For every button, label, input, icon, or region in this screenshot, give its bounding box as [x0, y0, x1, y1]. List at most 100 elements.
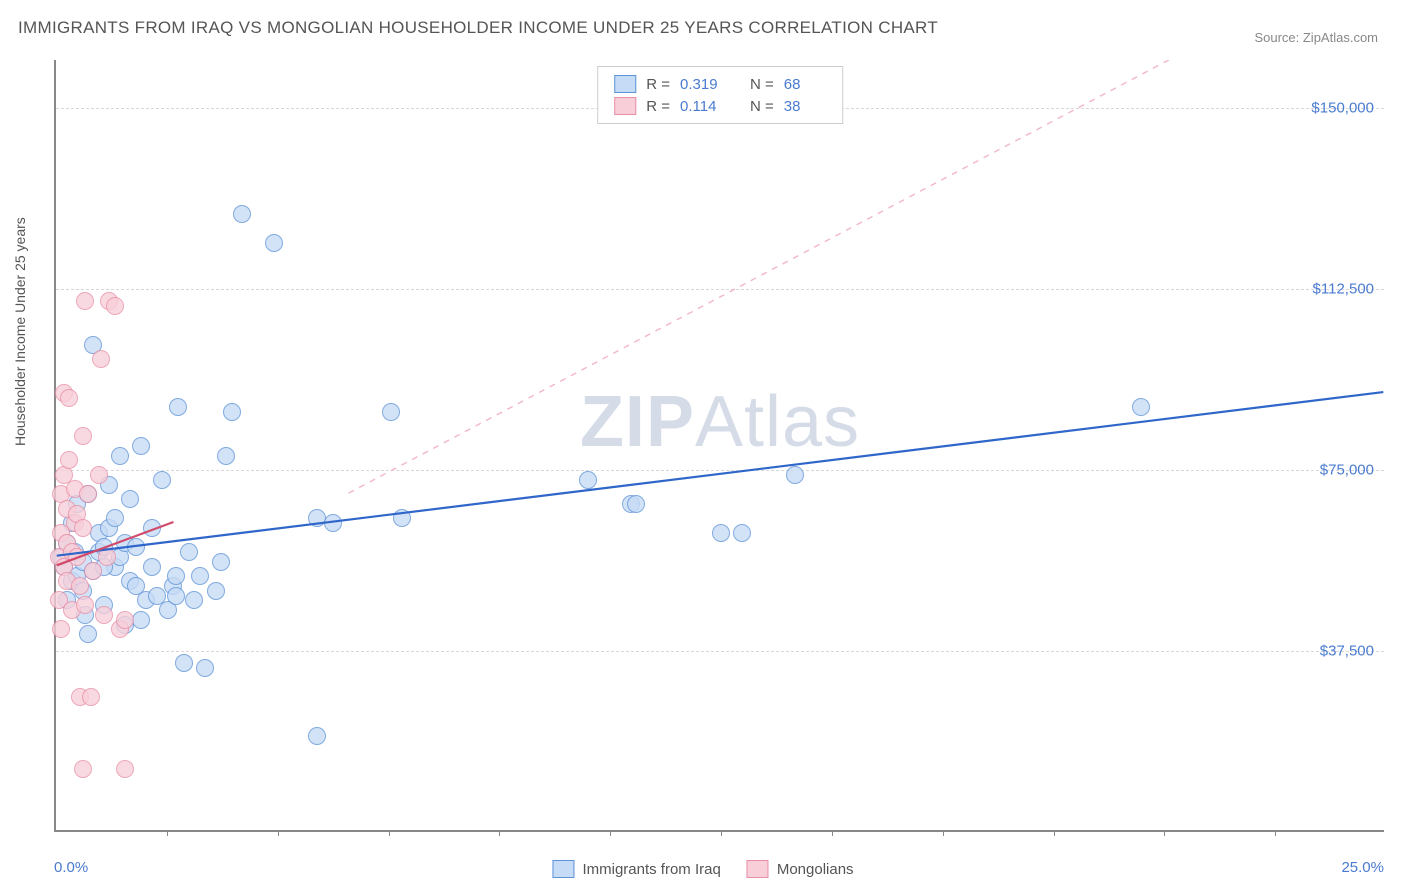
data-point-iraq — [79, 625, 97, 643]
data-point-mongolians — [106, 297, 124, 315]
data-point-mongolians — [116, 611, 134, 629]
data-point-iraq — [132, 437, 150, 455]
data-point-iraq — [733, 524, 751, 542]
legend-label: Mongolians — [777, 861, 854, 878]
data-point-iraq — [127, 538, 145, 556]
data-point-mongolians — [82, 688, 100, 706]
data-point-mongolians — [60, 389, 78, 407]
data-point-iraq — [207, 582, 225, 600]
gridline — [56, 651, 1384, 652]
data-point-iraq — [1132, 398, 1150, 416]
x-tick — [1275, 830, 1276, 836]
data-point-mongolians — [71, 577, 89, 595]
data-point-iraq — [143, 558, 161, 576]
data-point-iraq — [265, 234, 283, 252]
data-point-iraq — [233, 205, 251, 223]
data-point-iraq — [111, 447, 129, 465]
data-point-iraq — [191, 567, 209, 585]
legend-item-iraq: Immigrants from Iraq — [552, 860, 720, 878]
watermark: ZIPAtlas — [580, 381, 860, 463]
y-tick-label: $75,000 — [1320, 462, 1374, 479]
x-tick — [389, 830, 390, 836]
x-axis-max-label: 25.0% — [1341, 859, 1384, 876]
data-point-iraq — [308, 727, 326, 745]
data-point-iraq — [217, 447, 235, 465]
data-point-iraq — [382, 403, 400, 421]
data-point-iraq — [786, 466, 804, 484]
data-point-mongolians — [84, 562, 102, 580]
y-tick-label: $112,500 — [1313, 281, 1374, 298]
data-point-iraq — [153, 471, 171, 489]
legend-swatch — [614, 75, 636, 93]
source-label: Source: ZipAtlas.com — [1254, 30, 1378, 45]
r-label: R = — [646, 98, 670, 115]
data-point-mongolians — [74, 519, 92, 537]
data-point-mongolians — [98, 548, 116, 566]
n-label: N = — [750, 76, 774, 93]
plot-area: ZIPAtlas R = 0.319 N = 68 R = 0.114 N = 38 $37,… — [54, 60, 1384, 832]
correlation-legend: R = 0.319 N = 68 R = 0.114 N = 38 — [597, 66, 843, 124]
legend-stats-row-iraq: R = 0.319 N = 68 — [614, 73, 826, 95]
data-point-mongolians — [79, 485, 97, 503]
data-point-iraq — [121, 490, 139, 508]
x-tick — [832, 830, 833, 836]
r-label: R = — [646, 76, 670, 93]
data-point-mongolians — [74, 760, 92, 778]
watermark-bold: ZIP — [580, 382, 695, 462]
r-value: 0.319 — [680, 76, 722, 93]
data-point-iraq — [185, 591, 203, 609]
data-point-mongolians — [92, 350, 110, 368]
legend-item-mongolians: Mongolians — [747, 860, 854, 878]
data-point-iraq — [169, 398, 187, 416]
legend-stats-row-mongolians: R = 0.114 N = 38 — [614, 95, 826, 117]
data-point-mongolians — [68, 548, 86, 566]
y-tick-label: $150,000 — [1311, 100, 1374, 117]
chart-title: IMMIGRANTS FROM IRAQ VS MONGOLIAN HOUSEH… — [18, 18, 938, 38]
n-value: 68 — [784, 76, 826, 93]
legend-swatch — [614, 97, 636, 115]
x-tick — [943, 830, 944, 836]
y-axis-title: Householder Income Under 25 years — [12, 217, 28, 446]
data-point-iraq — [175, 654, 193, 672]
y-tick-label: $37,500 — [1320, 643, 1374, 660]
data-point-iraq — [167, 567, 185, 585]
x-axis-min-label: 0.0% — [54, 859, 88, 876]
data-point-mongolians — [52, 620, 70, 638]
x-tick — [610, 830, 611, 836]
trend-line — [349, 60, 1187, 493]
data-point-iraq — [212, 553, 230, 571]
data-point-iraq — [324, 514, 342, 532]
series-legend: Immigrants from Iraq Mongolians — [552, 860, 853, 878]
data-point-mongolians — [60, 451, 78, 469]
data-point-iraq — [132, 611, 150, 629]
legend-swatch — [747, 860, 769, 878]
legend-swatch — [552, 860, 574, 878]
data-point-iraq — [106, 509, 124, 527]
gridline — [56, 470, 1384, 471]
data-point-mongolians — [90, 466, 108, 484]
data-point-iraq — [393, 509, 411, 527]
data-point-iraq — [712, 524, 730, 542]
data-point-mongolians — [76, 292, 94, 310]
data-point-mongolians — [95, 606, 113, 624]
data-point-iraq — [196, 659, 214, 677]
legend-label: Immigrants from Iraq — [582, 861, 720, 878]
data-point-iraq — [579, 471, 597, 489]
trend-lines-layer — [56, 60, 1384, 830]
x-tick — [721, 830, 722, 836]
data-point-iraq — [167, 587, 185, 605]
data-point-mongolians — [76, 596, 94, 614]
x-tick — [1164, 830, 1165, 836]
x-tick — [1054, 830, 1055, 836]
watermark-light: Atlas — [695, 382, 860, 462]
data-point-mongolians — [116, 760, 134, 778]
x-tick — [167, 830, 168, 836]
x-tick — [278, 830, 279, 836]
n-label: N = — [750, 98, 774, 115]
n-value: 38 — [784, 98, 826, 115]
r-value: 0.114 — [680, 98, 722, 115]
gridline — [56, 289, 1384, 290]
data-point-iraq — [223, 403, 241, 421]
data-point-iraq — [180, 543, 198, 561]
data-point-mongolians — [74, 427, 92, 445]
